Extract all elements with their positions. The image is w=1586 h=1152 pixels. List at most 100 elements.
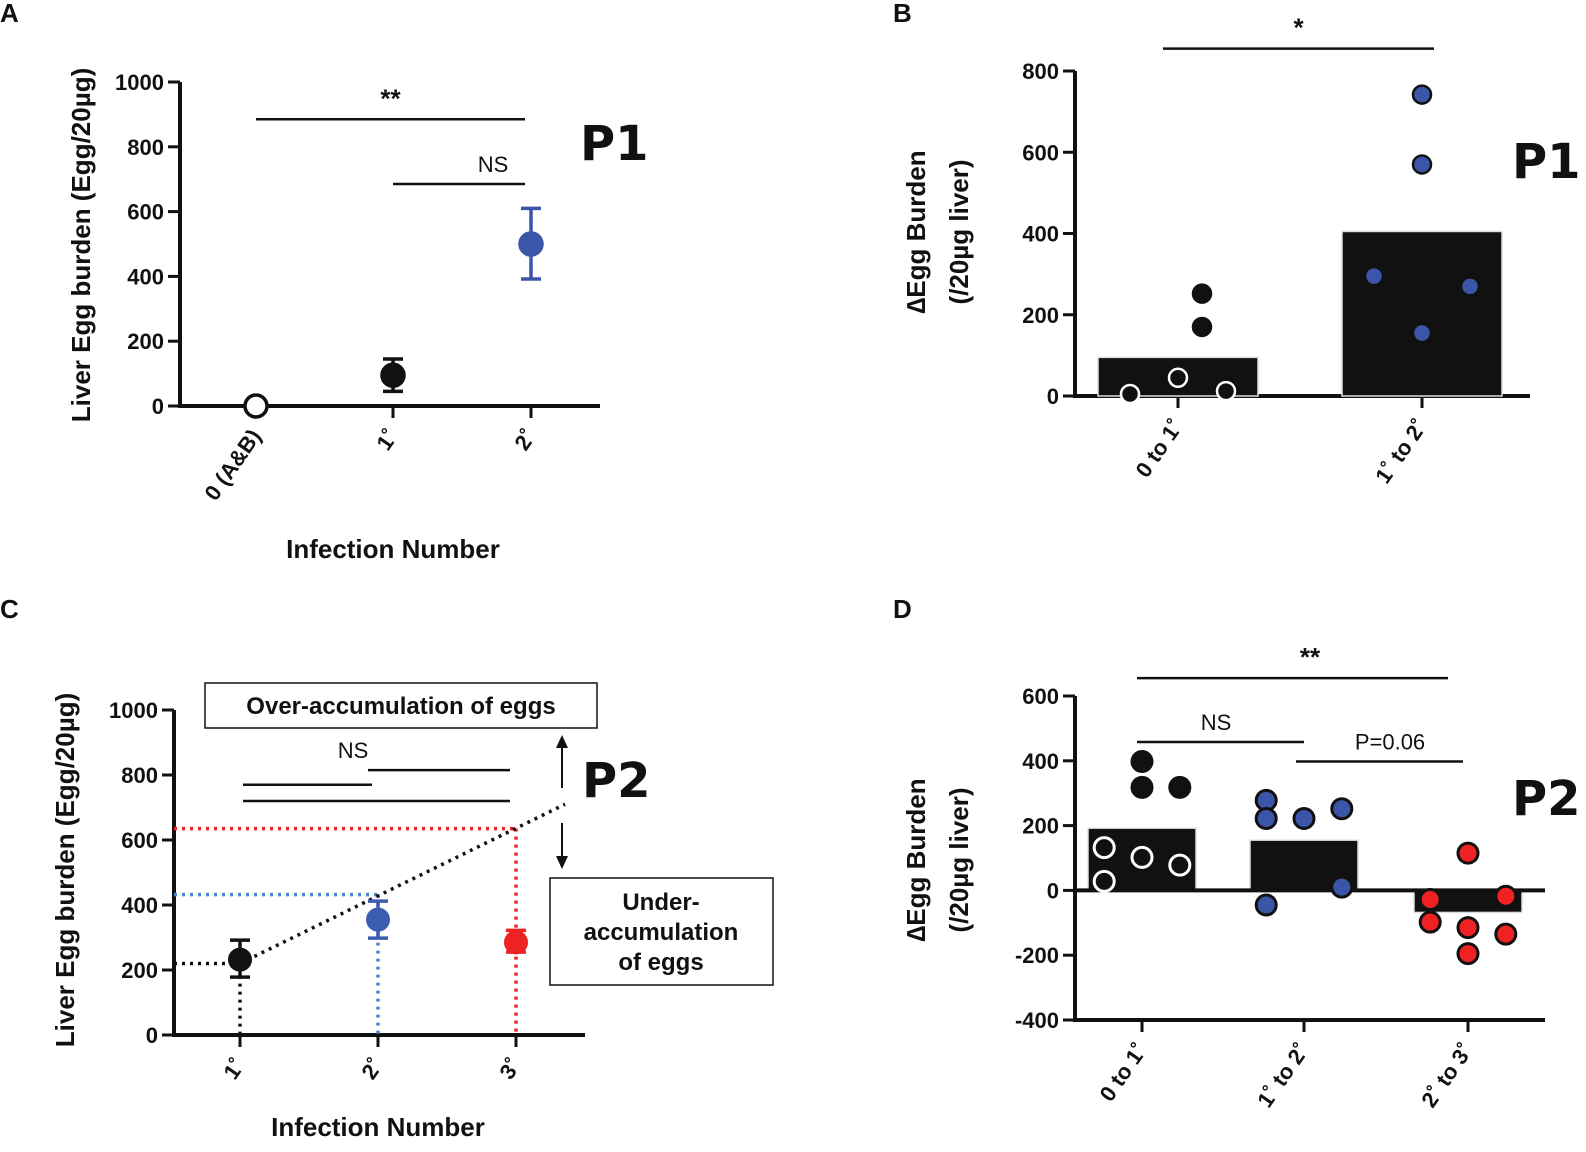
panel-a-x-tick-label: 1˚ [371, 425, 403, 455]
panel-d-data-point [1168, 775, 1192, 799]
panel-c-x-tick-label: 3˚ [494, 1054, 526, 1084]
panel-d-comparison-label: P=0.06 [1355, 729, 1425, 754]
panel-d-data-point [1456, 841, 1480, 865]
panel-a-mean-point [243, 393, 269, 419]
panel-c-x-axis-title: Infection Number [271, 1112, 485, 1142]
panel-c-tag: P2 [582, 753, 651, 809]
panel-b-comparisons: * [1163, 13, 1434, 50]
panel-c-y-tick-label: 0 [146, 1023, 158, 1048]
panel-d-data-point [1168, 853, 1192, 877]
panel-a-point-group [243, 393, 269, 419]
panel-c-y-tick-label: 200 [121, 958, 158, 983]
panel-d-data-point [1456, 916, 1480, 940]
panel-d-y-tick-label: 600 [1022, 684, 1059, 709]
panel-b-y-axis-title: ∆Egg Burden [901, 150, 931, 313]
panel-d-comparison-label: NS [1201, 710, 1232, 735]
panel-b-bar [1341, 230, 1503, 397]
panel-d-data-point [1418, 910, 1442, 934]
panel-a-mean-point [380, 362, 406, 388]
panel-a-y-tick-label: 600 [127, 200, 164, 225]
panel-b-label: B [893, 0, 912, 28]
panel-d-data-point [1130, 749, 1154, 773]
panel-d-data-point [1254, 806, 1278, 830]
panel-d-data-point [1330, 875, 1354, 899]
panel-b-y-tick-label: 0 [1047, 384, 1059, 409]
panel-b-tag: P1 [1512, 134, 1581, 190]
panel-d-data-point [1292, 806, 1316, 830]
panel-b-data-point [1215, 380, 1237, 402]
panel-a-y-axis-title: Liver Egg burden (Egg/20µg) [66, 68, 96, 422]
panel-a-x-tick-label: 2˚ [509, 425, 541, 455]
panel-d-label: D [893, 594, 912, 624]
panel-c-under-text: Under- [622, 889, 699, 916]
panel-c-annotations: Over-accumulation of eggs Under-accumulat… [204, 682, 774, 986]
panel-a-comparison-label: NS [478, 152, 509, 177]
panel-a-y-tick-label: 800 [127, 135, 164, 160]
panel-b-data-point [1411, 84, 1433, 105]
panel-c-label: C [0, 594, 19, 624]
panel-a-tag: P1 [580, 116, 649, 172]
panel-d-x-tick-label: 1˚ to 2˚ [1252, 1039, 1314, 1112]
panel-d-y-tick-label: 200 [1022, 814, 1059, 839]
panel-c-arrow-down-head [556, 856, 568, 869]
panel-a-label: A [0, 0, 19, 28]
panel-d-data-point [1456, 942, 1480, 966]
panel-c-point-group [228, 938, 252, 979]
panel-d-data-point [1130, 845, 1154, 869]
panel-a-comparison-label: ** [380, 83, 401, 113]
panel-a-y-tick-label: 200 [127, 329, 164, 354]
panel-a-y-tick-label: 400 [127, 264, 164, 289]
panel-d-y-tick-label: 400 [1022, 749, 1059, 774]
panel-c-under-text: of eggs [618, 949, 703, 976]
panel-b-x-tick-label: 0 to 1˚ [1130, 415, 1188, 482]
panel-c-y-tick-label: 1000 [109, 698, 158, 723]
panel-d-data-point [1418, 887, 1442, 911]
panel-b-data-point [1191, 316, 1213, 338]
panel-c-comparison-label: NS [338, 738, 369, 763]
panel-a-x-tick-label: 0 (A&B) [199, 425, 266, 505]
panel-d-data-point [1092, 836, 1116, 860]
panel-d-x-ticks: 0 to 1˚ 1˚ to 2˚ 2˚ to 3˚ [1094, 1020, 1478, 1112]
panel-b-y-tick-label: 600 [1022, 140, 1059, 165]
panel-c-arrow-up-head [556, 735, 568, 748]
panel-c-point-group [504, 928, 528, 955]
panel-c-point-group [366, 899, 390, 940]
panel-b-data-point [1411, 322, 1433, 344]
panel-a-mean-point [518, 231, 544, 257]
panel-d-comparisons: ** NS P=0.06 [1137, 642, 1463, 763]
panel-d-y-axis-subtitle: (/20µg liver) [944, 787, 974, 932]
panel-a-x-ticks: 0 (A&B) 1˚ 2˚ [199, 406, 541, 505]
panel-c-under-text: accumulation [584, 919, 739, 946]
panel-c-y-tick-label: 800 [121, 763, 158, 788]
panel-b-x-tick-label: 1˚ to 2˚ [1370, 415, 1432, 488]
panel-d-y-axis-title: ∆Egg Burden [901, 778, 931, 941]
panel-c-y-axis-title: Liver Egg burden (Egg/20µg) [50, 693, 80, 1047]
panel-d-y-tick-label: -400 [1015, 1008, 1059, 1033]
panel-b-data-point [1459, 276, 1481, 297]
panel-c-under-box [549, 877, 774, 986]
panel-b-data-point [1411, 154, 1433, 175]
panel-c-y-tick-label: 600 [121, 828, 158, 853]
panel-c-x-ticks: 1˚ 2˚ 3˚ [218, 1035, 526, 1084]
panel-c-x-tick-label: 1˚ [218, 1054, 250, 1084]
panel-c-y-tick-label: 400 [121, 893, 158, 918]
panel-a-y-tick-label: 1000 [115, 70, 164, 95]
panel-d-axes: -400 -200 0 200 400 600 [1015, 684, 1545, 1033]
panel-b-y-tick-label: 200 [1022, 303, 1059, 328]
panel-d-y-tick-label: -200 [1015, 943, 1059, 968]
panel-c-mean-point [228, 947, 252, 972]
panel-d-data-point [1494, 922, 1518, 946]
panel-d-tag: P2 [1512, 771, 1581, 827]
panel-d-y-tick-label: 0 [1047, 878, 1059, 903]
panel-d-data-point [1254, 893, 1278, 917]
panel-b-comparison-label: * [1293, 13, 1304, 43]
panel-a-comparisons: ** NS [256, 83, 525, 186]
panel-c-mean-point [366, 907, 390, 932]
panel-b-y-tick-label: 800 [1022, 59, 1059, 84]
panel-a-point-group [518, 206, 544, 281]
panel-d-data-point [1130, 775, 1154, 799]
panel-a-y-tick-label: 0 [152, 394, 164, 419]
panel-b-y-tick-label: 400 [1022, 222, 1059, 247]
panel-d-x-tick-label: 0 to 1˚ [1094, 1039, 1152, 1106]
